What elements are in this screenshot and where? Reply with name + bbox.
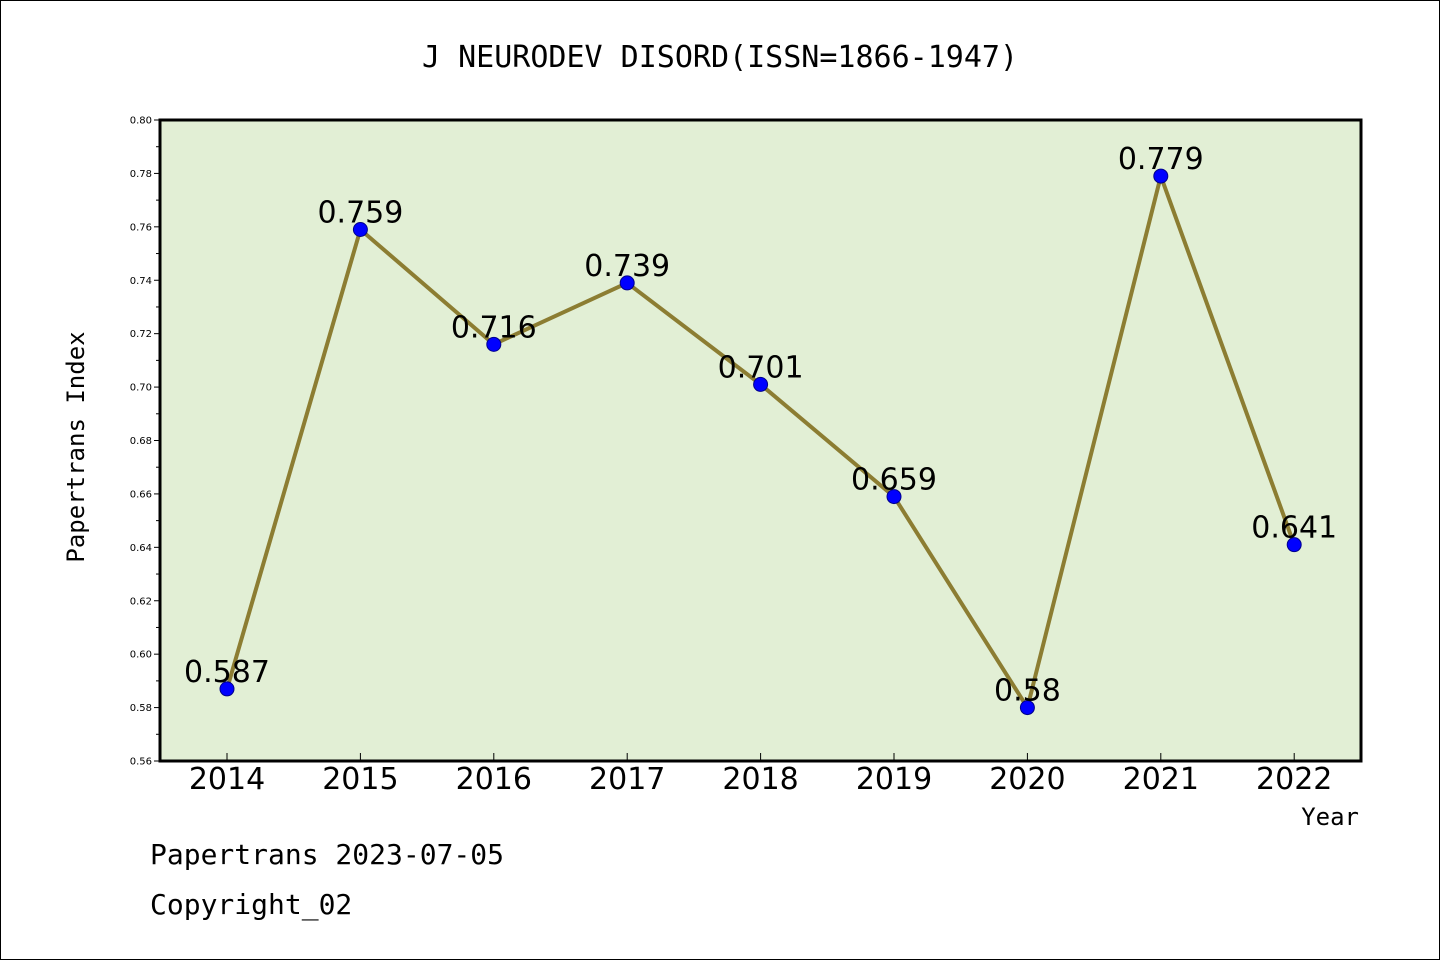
plot-border [158,118,1363,763]
x-tick-label: 2014 [189,762,265,797]
x-tick-label: 2022 [1256,762,1332,797]
x-tick-label: 2019 [856,762,932,797]
data-point [1286,537,1302,553]
x-axis-ticks: 2014 2015 2016 2017 2018 2019 2020 2021 2022 [189,753,1332,797]
x-axis-label: Year [1301,803,1359,831]
data-label: 0.587 [184,655,270,690]
y-tick-label: 0.66 [130,489,152,500]
y-tick-label: 0.74 [130,276,152,287]
data-label: 0.659 [851,463,937,498]
data-point [1153,168,1169,184]
data-point [619,275,635,291]
y-tick-label: 0.80 [130,116,152,127]
data-label: 0.759 [317,196,403,231]
y-axis-label: Papertrans Index [62,331,90,562]
chart-title: J NEURODEV DISORD(ISSN=1866-1947) [422,40,1018,75]
data-point [1019,700,1035,716]
y-tick-label: 0.68 [130,436,152,447]
data-point [352,222,368,238]
y-tick-label: 0.58 [130,703,152,714]
data-point [219,681,235,697]
data-label-group: 0.587 0.759 0.716 0.739 0.701 0.659 0.58 0.779 0… [184,142,1337,708]
y-tick-label: 0.64 [130,543,152,554]
y-tick-label: 0.56 [130,757,152,768]
x-tick-label: 2016 [456,762,532,797]
data-point-group [219,168,1302,716]
data-label: 0.641 [1251,511,1337,546]
y-axis-ticks: 0.56 0.58 0.60 0.62 0.64 0.66 0.68 0.70 0.72 0.74… [130,116,160,768]
data-label: 0.701 [718,350,804,385]
footer-date-text: Papertrans 2023-07-05 [150,838,504,871]
y-tick-label: 0.60 [130,650,152,661]
data-point [753,376,769,392]
y-tick-label: 0.76 [130,222,152,233]
x-tick-label: 2020 [989,762,1065,797]
x-tick-label: 2018 [722,762,798,797]
data-point [486,336,502,352]
data-label: 0.58 [994,674,1061,709]
y-tick-label: 0.70 [130,383,152,394]
data-label: 0.779 [1118,142,1204,177]
x-tick-label: 2017 [589,762,665,797]
y-tick-label: 0.62 [130,596,152,607]
x-tick-label: 2021 [1123,762,1199,797]
y-tick-label: 0.78 [130,169,152,180]
data-label: 0.716 [451,310,537,345]
footer-copyright-text: Copyright_02 [150,888,352,922]
data-point [886,489,902,505]
x-tick-label: 2015 [322,762,398,797]
data-label: 0.739 [584,249,670,284]
y-tick-label: 0.72 [130,329,152,340]
